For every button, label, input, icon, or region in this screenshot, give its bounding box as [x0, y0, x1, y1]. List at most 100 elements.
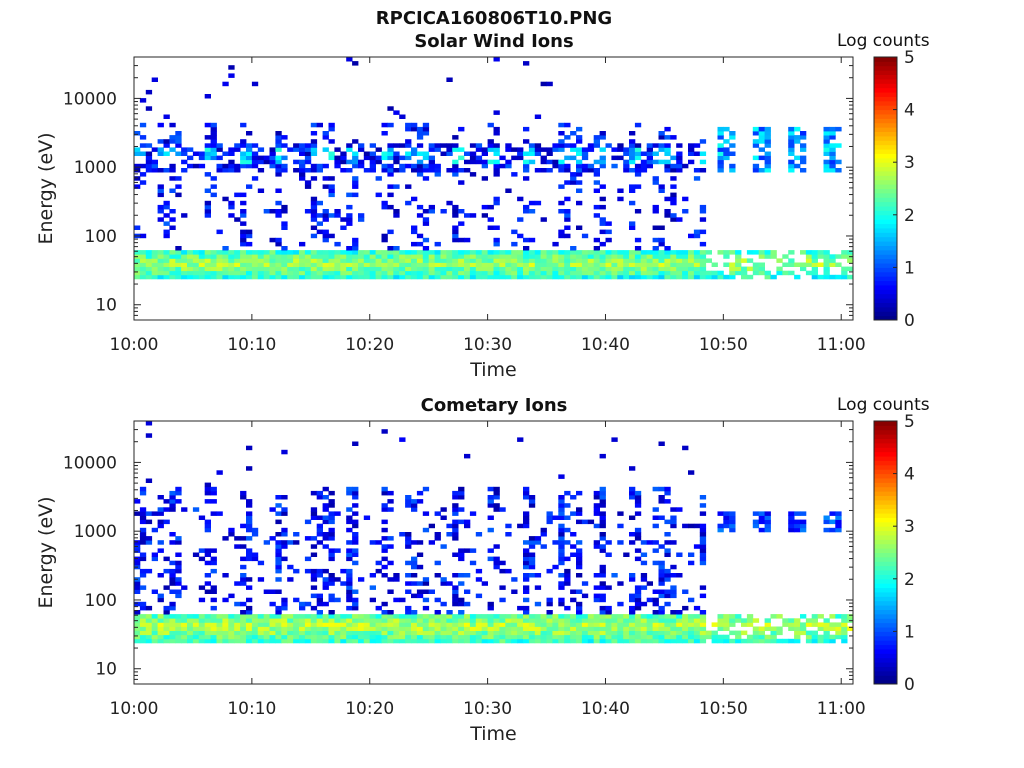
data-cell	[640, 626, 648, 631]
data-cell	[375, 254, 382, 259]
data-cell	[293, 250, 300, 255]
data-cell	[328, 233, 335, 239]
colorbar-swatch	[874, 153, 897, 159]
data-cell	[387, 229, 394, 235]
data-cell	[564, 515, 571, 520]
colorbar-swatch	[874, 170, 897, 176]
data-cell	[281, 258, 288, 263]
data-cell	[192, 630, 200, 636]
data-cell	[552, 630, 559, 636]
data-cell	[576, 147, 583, 152]
data-cell	[805, 258, 813, 263]
data-cell	[293, 147, 300, 152]
data-cell	[139, 540, 147, 545]
data-cell	[175, 490, 182, 496]
data-cell	[723, 519, 730, 525]
data-cell	[782, 254, 789, 259]
data-cell	[835, 523, 842, 529]
data-cell	[452, 254, 459, 259]
data-cell	[570, 266, 577, 272]
data-cell	[493, 634, 500, 640]
colorbar-swatch	[874, 425, 897, 431]
data-cell	[458, 556, 465, 562]
data-cell	[564, 503, 571, 508]
x-tick-label: 10:10	[227, 335, 276, 355]
data-cell	[393, 250, 400, 255]
data-cell	[411, 241, 418, 247]
data-cell	[169, 176, 176, 181]
data-cell	[322, 536, 329, 541]
data-cell	[139, 568, 147, 574]
data-cell	[540, 527, 547, 533]
data-cell	[157, 266, 164, 272]
data-cell	[481, 270, 488, 276]
data-cell	[493, 486, 500, 492]
data-cell	[198, 515, 206, 520]
data-cell	[847, 626, 854, 631]
data-cell	[552, 622, 559, 627]
data-cell	[204, 622, 211, 627]
data-cell	[310, 614, 318, 619]
data-cell	[511, 241, 518, 247]
data-cell	[446, 610, 453, 615]
data-cell	[216, 630, 223, 636]
data-cell	[157, 507, 164, 512]
data-cell	[369, 630, 376, 636]
data-cell	[328, 519, 335, 525]
data-cell	[458, 622, 465, 627]
data-cell	[452, 490, 459, 496]
data-cell	[570, 552, 577, 557]
data-cell	[558, 532, 565, 537]
data-cell	[464, 266, 471, 272]
data-cell	[629, 200, 636, 206]
p1-y-axis-label: Energy (eV)	[35, 132, 57, 244]
data-cell	[446, 262, 453, 267]
data-cell	[163, 626, 170, 631]
data-cell	[717, 147, 724, 152]
data-cell	[469, 274, 477, 280]
data-cell	[540, 630, 547, 636]
data-cell	[540, 532, 547, 537]
data-cell	[493, 507, 500, 512]
data-cell	[593, 168, 600, 173]
data-cell	[699, 262, 707, 267]
data-cell	[352, 540, 359, 545]
data-cell	[570, 147, 577, 152]
data-cell	[634, 614, 642, 619]
data-cell	[523, 176, 530, 181]
data-cell	[711, 262, 718, 267]
data-cell	[210, 614, 217, 619]
data-cell	[711, 270, 718, 276]
data-cell	[346, 507, 353, 512]
data-cell	[316, 622, 323, 627]
data-cell	[581, 274, 589, 280]
data-cell	[240, 192, 247, 198]
data-cell	[387, 618, 394, 623]
data-cell	[281, 601, 288, 607]
data-cell	[251, 614, 259, 619]
data-cell	[652, 151, 659, 156]
data-cell	[405, 184, 412, 189]
data-cell	[752, 143, 760, 148]
data-cell	[428, 258, 435, 263]
data-cell	[151, 511, 158, 516]
data-cell	[192, 266, 200, 272]
data-cell	[411, 250, 418, 255]
data-cell	[322, 626, 329, 631]
data-cell	[511, 229, 518, 235]
data-cell	[240, 262, 247, 267]
data-cell	[422, 630, 430, 636]
data-cell	[540, 544, 547, 549]
data-cell	[693, 622, 701, 627]
data-cell	[664, 246, 671, 251]
data-cell	[175, 254, 182, 259]
data-cell	[581, 147, 589, 152]
data-cell	[517, 250, 524, 255]
data-cell	[151, 163, 158, 169]
data-cell	[676, 250, 683, 255]
data-cell	[611, 638, 618, 644]
data-cell	[699, 159, 707, 165]
data-cell	[163, 229, 170, 235]
data-cell	[393, 184, 400, 189]
data-cell	[788, 270, 795, 276]
